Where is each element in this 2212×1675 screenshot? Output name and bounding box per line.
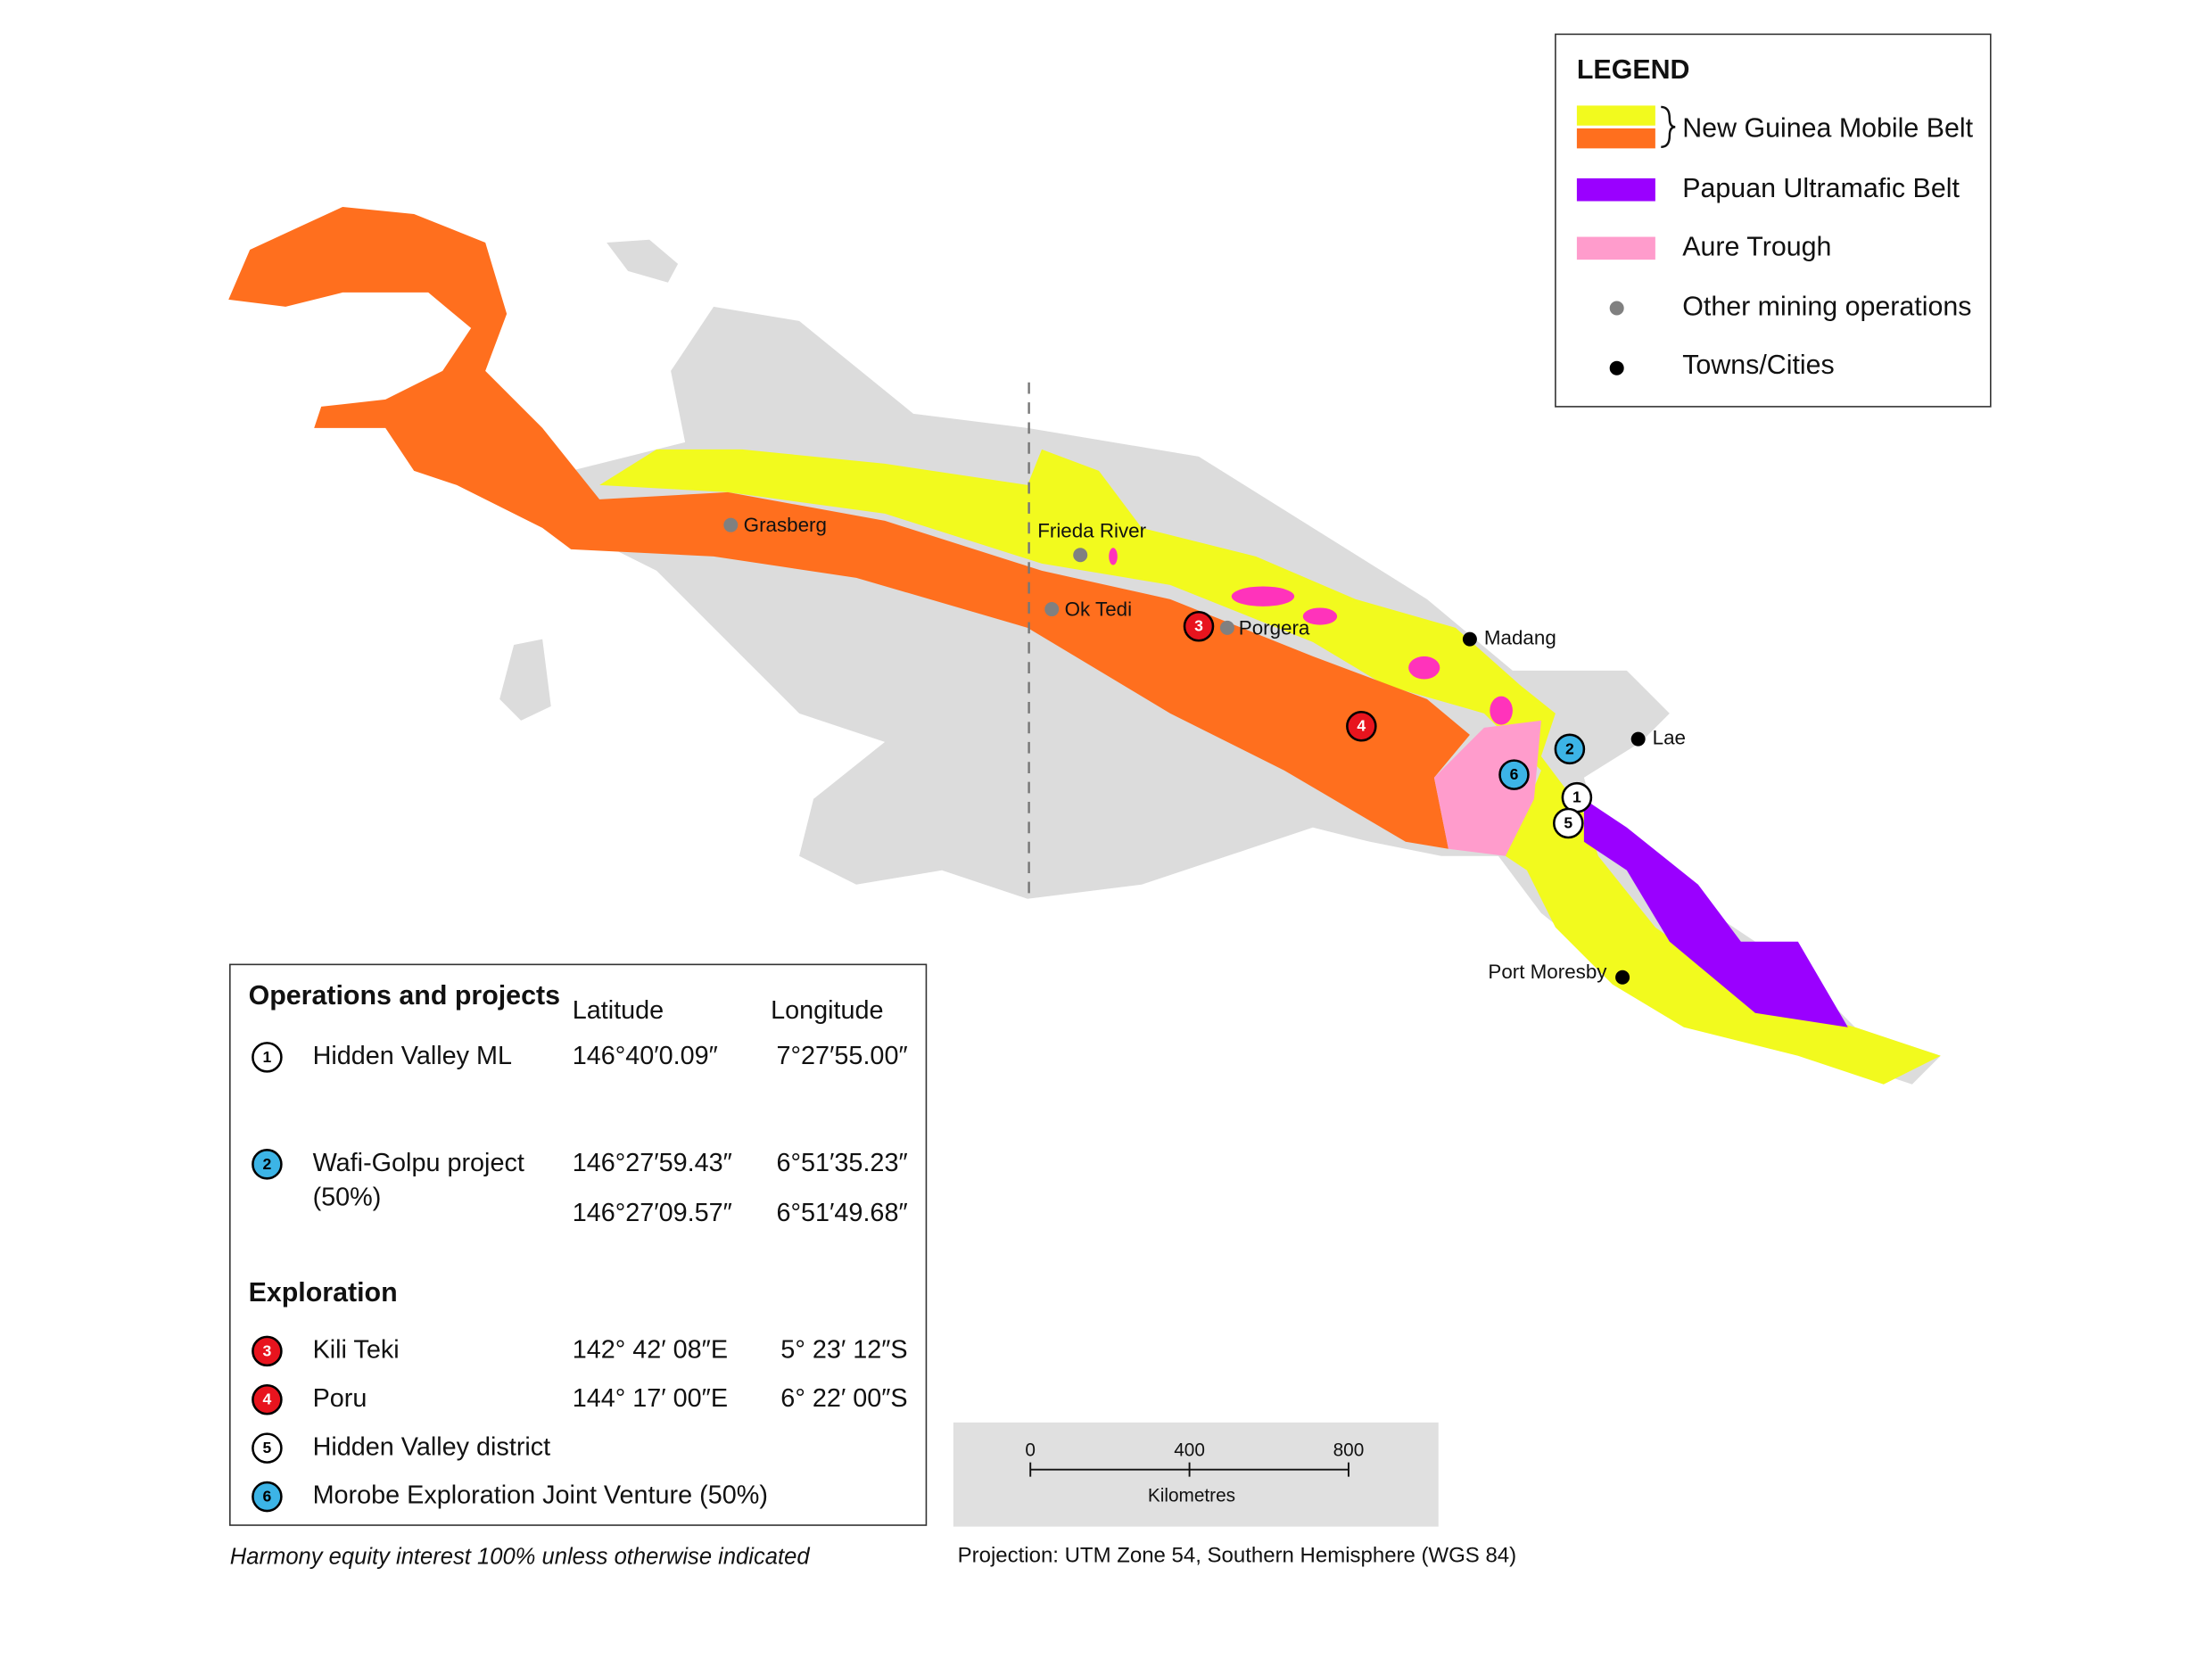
longitude: 6°51′35.23″ [777,1149,908,1177]
place-label: Porgera [1239,616,1310,639]
marker-circle [1554,733,1586,765]
legend-swatch [1576,236,1655,260]
intrusions [1109,548,1513,725]
longitude: 6°51′49.68″ [777,1199,908,1227]
latitude: 146°40′0.09″ [573,1042,718,1070]
brace [1661,105,1676,148]
legend-title: LEGEND [1577,54,1690,85]
marker-number: 6 [1510,765,1519,783]
mine-dot [1044,602,1060,617]
town-dot [1462,631,1477,647]
legend-label: Papuan Ultramafic Belt [1682,173,1960,203]
mine-dot [1073,548,1088,563]
row-note: (50%) [313,1183,382,1211]
marker-number: 6 [263,1487,272,1505]
scale-tick-label: 800 [1333,1440,1365,1460]
intrusion [1231,586,1295,606]
marker-number: 4 [263,1390,272,1408]
latitude: 146°27′59.43″ [573,1149,732,1177]
island [607,239,679,283]
legend-label: Aure Trough [1682,231,1831,261]
intrusion [1109,548,1118,565]
marker-number: 4 [1357,717,1366,735]
footnote: Harmony equity interest 100% unless othe… [230,1545,811,1570]
marker-number: 2 [263,1155,272,1173]
table-box [229,963,928,1526]
intrusion [1490,696,1513,725]
marker-number: 5 [1564,813,1572,831]
marker-circle [1183,610,1215,642]
legend-swatch [1576,177,1655,202]
marker-circle [252,1383,283,1415]
column-heading: Latitude [573,996,664,1025]
row-name: Hidden Valley ML [313,1042,512,1070]
aure-trough [1433,720,1541,856]
town-dot [1615,970,1630,985]
marker-circle [252,1481,283,1513]
scale-unit: Kilometres [1148,1486,1235,1506]
marker-number: 5 [263,1439,272,1456]
longitude: 5° 23′ 12″S [780,1335,907,1364]
place-label: Lae [1653,727,1686,749]
latitude: 144° 17′ 00″E [573,1384,728,1413]
legend-swatch [1576,105,1655,126]
place-label: Grasberg [744,514,827,536]
table-heading: Operations and projects [249,980,560,1011]
scale-tick-label: 0 [1025,1440,1036,1460]
scale-box [953,1422,1439,1527]
mine-dot [1219,620,1234,635]
row-name: Hidden Valley district [313,1432,551,1461]
intrusion [1408,656,1440,680]
island [499,639,551,721]
place-label: Ok Tedi [1065,598,1132,621]
row-name: Wafi-Golpu project [313,1149,524,1177]
marker-circle [1346,710,1377,742]
place-label: Frieda River [1037,520,1146,542]
town-dot [1630,731,1646,747]
mine-dot [723,517,739,532]
column-heading: Longitude [771,996,883,1025]
place-label: Madang [1484,627,1556,649]
longitude: 6° 22′ 00″S [780,1384,907,1413]
scale-tick-label: 400 [1174,1440,1205,1460]
marker-circle [252,1042,283,1073]
mobile-belt-orange [228,206,1470,849]
latitude: 142° 42′ 08″E [573,1335,728,1364]
mobile-belt-yellow [599,449,1941,1085]
marker-circle [1498,759,1530,790]
marker-circle [252,1432,283,1464]
island [835,777,943,871]
legend-box [1555,33,1992,408]
legend-label: New Guinea Mobile Belt [1682,113,1973,144]
table-heading: Exploration [249,1277,398,1308]
row-name: Morobe Exploration Joint Venture (50%) [313,1481,768,1510]
legend-label: Other mining operations [1682,292,1971,322]
marker-number: 1 [263,1048,272,1066]
marker-number: 2 [1565,739,1574,757]
intrusion [1302,607,1338,625]
legend-swatch [1576,128,1655,149]
marker-number: 3 [1194,617,1203,635]
marker-number: 3 [263,1341,272,1359]
ultramafic-belt [1583,798,1848,1027]
row-name: Kili Teki [313,1335,400,1364]
latitude: 146°27′09.57″ [573,1199,732,1227]
longitude: 7°27′55.00″ [777,1042,908,1070]
legend-label: Towns/Cities [1682,350,1835,380]
marker-number: 1 [1572,788,1581,806]
marker-circle [1553,807,1584,839]
legend-swatch [1609,301,1624,316]
row-name: Poru [313,1384,367,1413]
legend-swatch [1609,360,1624,375]
marker-circle [252,1149,283,1180]
marker-circle [252,1335,283,1367]
place-label: Port Moresby [1488,961,1607,983]
projection-note: Projection: UTM Zone 54, Southern Hemisp… [958,1544,1517,1568]
